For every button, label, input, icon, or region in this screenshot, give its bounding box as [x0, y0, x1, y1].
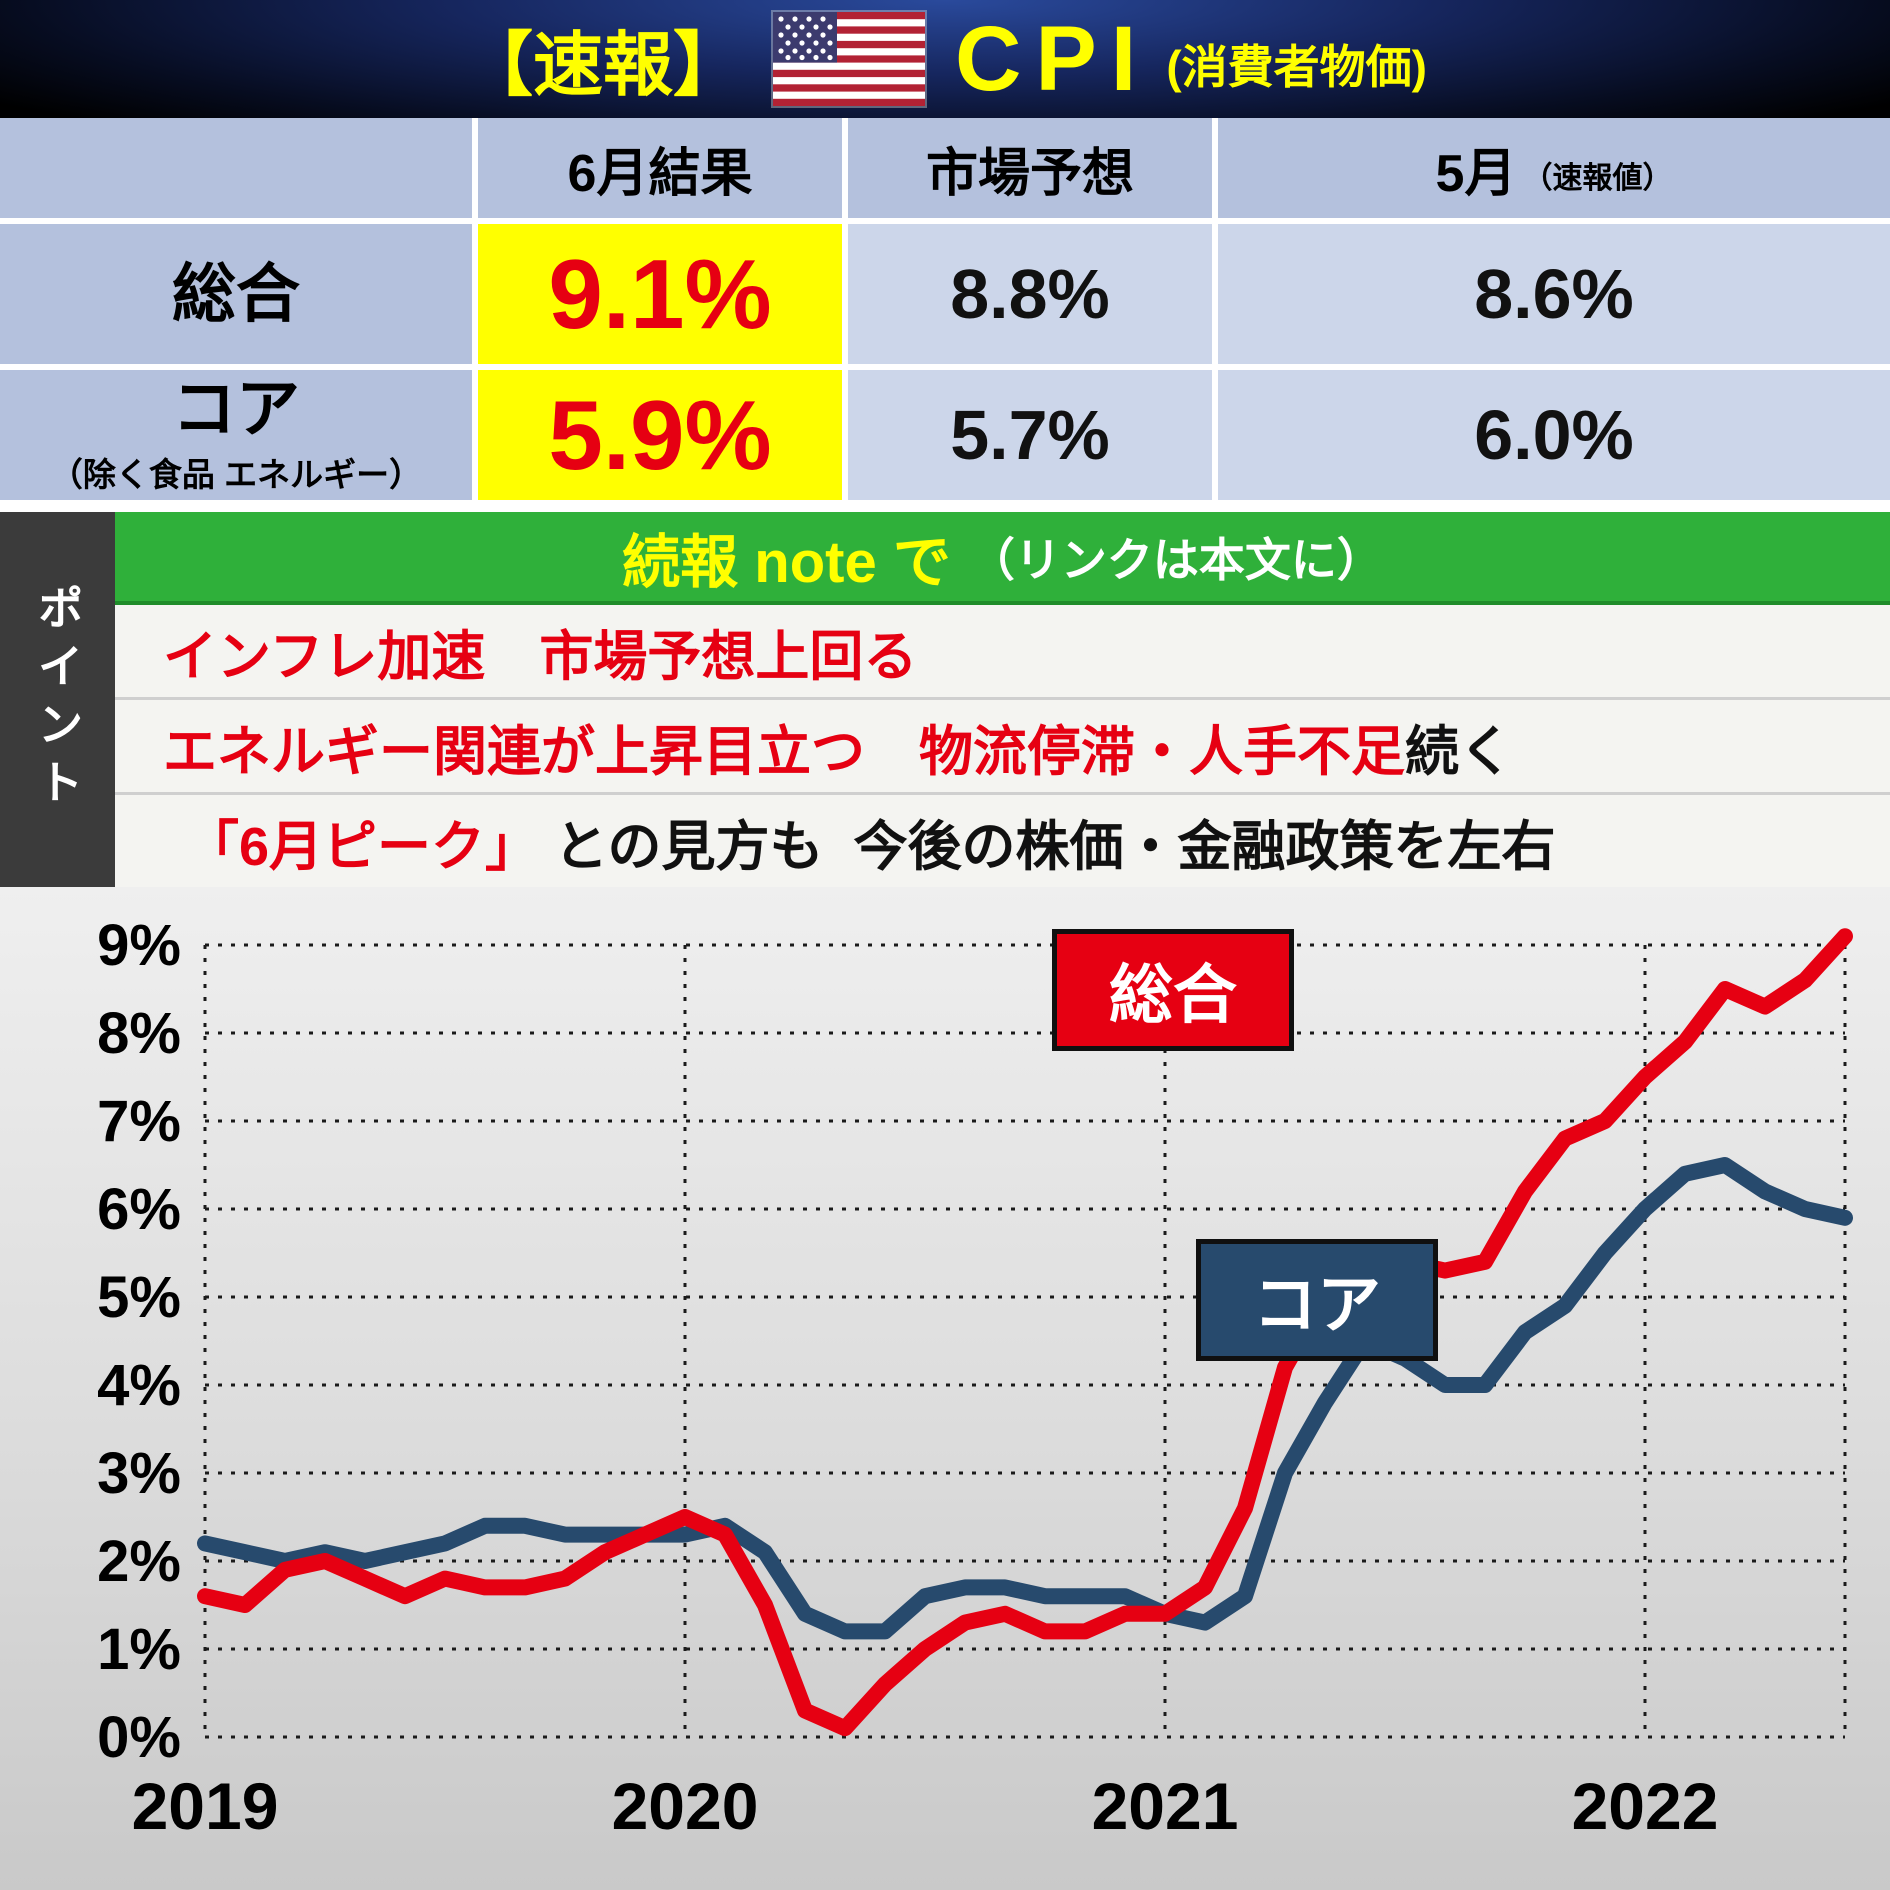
- svg-text:3%: 3%: [97, 1441, 181, 1506]
- legend-core: コア: [1196, 1239, 1438, 1361]
- col-header-previous: 5月 （速報値）: [1218, 118, 1890, 218]
- page-title: CPI: [954, 7, 1151, 110]
- points-side-bar: ポイント: [0, 512, 115, 887]
- row-label-core-text: コア: [172, 372, 300, 445]
- svg-text:4%: 4%: [97, 1353, 181, 1418]
- col-header-result: 6月結果: [478, 118, 842, 218]
- point-item-3: 「6月ピーク」 との見方も 今後の株価・金融政策を左右: [115, 795, 1890, 887]
- svg-text:5%: 5%: [97, 1265, 181, 1330]
- svg-text:1%: 1%: [97, 1617, 181, 1682]
- svg-text:2019: 2019: [132, 1769, 279, 1843]
- breaking-label: 【速報】: [462, 25, 743, 104]
- svg-text:2022: 2022: [1572, 1769, 1719, 1843]
- cell-core-previous: 6.0%: [1218, 370, 1890, 500]
- row-label-core: コア （除く食品 エネルギー）: [0, 370, 472, 500]
- col-header-previous-label: 5月: [1435, 144, 1517, 203]
- cell-core-result: 5.9%: [478, 370, 842, 500]
- table-corner-cell: [0, 118, 472, 218]
- row-label-headline-text: 総合: [172, 257, 300, 330]
- note-banner-highlight: 続報 note で: [622, 529, 951, 595]
- header-banner: 【速報】 CPI (消費者物価): [0, 0, 1890, 118]
- points-side-label: ポイント: [31, 583, 84, 816]
- point-2-black-text: 続く: [1405, 721, 1513, 782]
- point-item-2: エネルギー関連が上昇目立つ 物流停滞・人手不足 続く: [115, 700, 1890, 795]
- note-banner-rest: （リンクは本文に）: [968, 533, 1383, 586]
- points-main: 続報 note で （リンクは本文に） インフレ加速 市場予想上回る エネルギー…: [115, 512, 1890, 887]
- cpi-line-chart: 0% 1% 2% 3% 4% 5% 6% 7% 8% 9% 2019 2020 2021 2022 総合 …: [0, 887, 1890, 1890]
- svg-text:2021: 2021: [1092, 1769, 1239, 1843]
- svg-text:2%: 2%: [97, 1529, 181, 1594]
- cell-headline-forecast: 8.8%: [848, 224, 1212, 364]
- svg-text:6%: 6%: [97, 1177, 181, 1242]
- point-2-red-text: エネルギー関連が上昇目立つ 物流停滞・人手不足: [163, 721, 1405, 782]
- row-label-headline: 総合: [0, 224, 472, 364]
- line-chart-canvas: 0% 1% 2% 3% 4% 5% 6% 7% 8% 9% 2019 2020 2021 2022: [97, 913, 1853, 1843]
- cell-headline-previous: 8.6%: [1218, 224, 1890, 364]
- points-section: ポイント 続報 note で （リンクは本文に） インフレ加速 市場予想上回る …: [0, 512, 1890, 887]
- us-flag-icon: [772, 12, 925, 106]
- svg-text:2020: 2020: [612, 1769, 759, 1843]
- col-header-forecast: 市場予想: [848, 118, 1212, 218]
- svg-text:8%: 8%: [97, 1001, 181, 1066]
- svg-text:0%: 0%: [97, 1705, 181, 1770]
- point-3-red-text: 「6月ピーク」: [185, 816, 540, 877]
- note-banner: 続報 note で （リンクは本文に）: [115, 512, 1890, 605]
- cpi-table: 6月結果 市場予想 5月 （速報値） 総合 9.1% 8.8% 8.6% コア …: [0, 118, 1890, 512]
- page-subtitle: (消費者物価): [1166, 41, 1427, 93]
- legend-headline: 総合: [1052, 929, 1294, 1051]
- point-item-1: インフレ加速 市場予想上回る: [115, 605, 1890, 700]
- cell-core-forecast: 5.7%: [848, 370, 1212, 500]
- point-1-red-text: インフレ加速 市場予想上回る: [163, 626, 918, 687]
- row-label-core-sub: （除く食品 エネルギー）: [49, 456, 423, 494]
- svg-text:7%: 7%: [97, 1089, 181, 1154]
- point-3-black-text: との見方も 今後の株価・金融政策を左右: [539, 816, 1556, 877]
- cell-headline-result: 9.1%: [478, 224, 842, 364]
- col-header-previous-note: （速報値）: [1522, 162, 1673, 195]
- svg-text:9%: 9%: [97, 913, 181, 978]
